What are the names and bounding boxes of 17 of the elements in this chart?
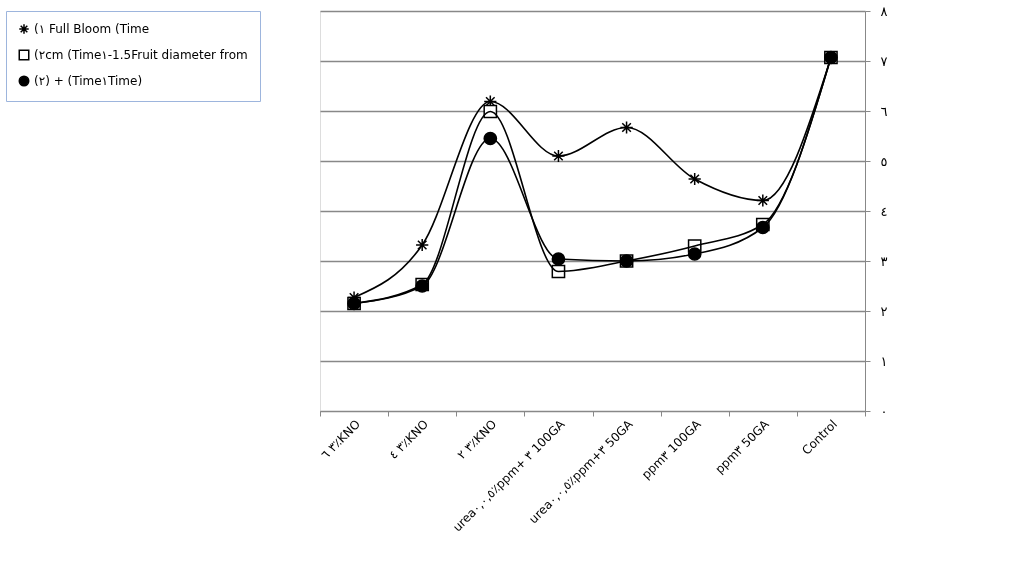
y-tick-label: ٦ xyxy=(880,103,888,119)
legend-label: (٢) + (Time١Time) xyxy=(34,74,143,88)
x-tick-label: ٣ ٢٪KNO xyxy=(454,417,500,462)
y-tick-label: ٣ xyxy=(880,253,888,269)
y-tick-label: ١ xyxy=(880,353,888,369)
x-tick-label: ppm٣ 100GA xyxy=(638,416,705,482)
y-tick-label: ٤ xyxy=(880,203,888,219)
x-tick-label: ppm٣ 50GA xyxy=(712,416,773,477)
x-tick-label: ٣ ٤٪KNO xyxy=(386,417,432,462)
y-tick-label: ٧ xyxy=(880,53,888,69)
legend-label: (٢cm (Time١-1.5Fruit diameter from xyxy=(34,48,248,62)
legend-label: (١ Full Bloom (Time xyxy=(34,22,150,36)
y-tick-label: ٨ xyxy=(880,3,888,19)
y-tick-label: ٢ xyxy=(880,303,888,319)
x-tick-label: ٣ ٦٪KNO xyxy=(318,417,364,462)
y-tick-label: ٥ xyxy=(880,153,888,169)
y-tick-label: ٠ xyxy=(880,403,888,419)
